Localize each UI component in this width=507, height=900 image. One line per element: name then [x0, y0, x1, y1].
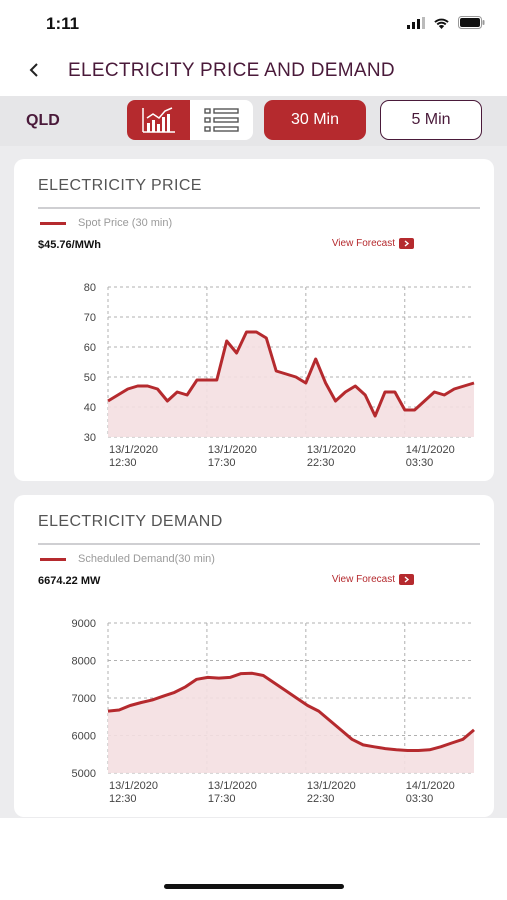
chevron-right-icon: [399, 238, 414, 249]
x-tick-label: 14/1/2020: [406, 780, 455, 792]
y-tick-label: 8000: [72, 656, 96, 668]
y-tick-label: 5000: [72, 768, 96, 780]
x-tick-label: 03:30: [406, 793, 434, 805]
content-area: ELECTRICITY PRICE Spot Price (30 min) $4…: [0, 146, 507, 818]
interval-30min-button[interactable]: 30 Min: [264, 100, 366, 140]
price-card-title: ELECTRICITY PRICE: [38, 177, 202, 194]
demand-legend: Scheduled Demand(30 min): [40, 553, 215, 565]
chevron-right-icon: [399, 574, 414, 585]
price-chart: 80706050403013/1/202012:3013/1/202017:30…: [84, 282, 475, 469]
series-area: [108, 332, 474, 437]
demand-card: ELECTRICITY DEMAND Scheduled Demand(30 m…: [14, 495, 494, 817]
y-tick-label: 30: [84, 432, 96, 444]
home-indicator: [164, 884, 344, 889]
back-button[interactable]: [22, 58, 46, 82]
battery-icon: [458, 16, 485, 34]
series-line: [107, 671, 475, 752]
x-tick-label: 03:30: [406, 457, 434, 469]
legend-swatch: [40, 557, 66, 561]
y-tick-label: 6000: [72, 731, 96, 743]
x-tick-label: 13/1/2020: [307, 444, 356, 456]
x-tick-label: 17:30: [208, 457, 236, 469]
status-icons: [407, 16, 485, 34]
y-tick-label: 50: [84, 372, 96, 384]
page-title: ELECTRICITY PRICE AND DEMAND: [68, 60, 395, 81]
x-tick-label: 22:30: [307, 793, 335, 805]
divider: [38, 207, 480, 209]
bar-chart-icon: [141, 107, 175, 133]
y-tick-label: 70: [84, 312, 96, 324]
wifi-icon: [433, 16, 450, 34]
cellular-signal-icon: [407, 16, 425, 34]
divider: [38, 543, 480, 545]
x-tick-label: 12:30: [109, 457, 137, 469]
demand-card-title: ELECTRICITY DEMAND: [38, 513, 223, 530]
nav-bar: ELECTRICITY PRICE AND DEMAND: [0, 48, 507, 94]
x-tick-label: 14/1/2020: [406, 444, 455, 456]
list-icon: [203, 108, 239, 132]
x-tick-label: 13/1/2020: [109, 780, 158, 792]
y-tick-label: 80: [84, 282, 96, 294]
price-view-forecast-link[interactable]: View Forecast: [332, 238, 414, 249]
x-tick-label: 13/1/2020: [109, 444, 158, 456]
list-view-button[interactable]: [190, 100, 253, 140]
view-forecast-label: View Forecast: [331, 574, 395, 585]
view-mode-toggle: [127, 100, 253, 140]
y-tick-label: 60: [84, 342, 96, 354]
legend-label: Scheduled Demand(30 min): [78, 553, 215, 565]
y-tick-label: 40: [84, 402, 96, 414]
series-line: [107, 330, 475, 418]
region-label[interactable]: QLD: [26, 112, 60, 129]
y-tick-label: 9000: [72, 618, 96, 630]
price-card: ELECTRICITY PRICE Spot Price (30 min) $4…: [14, 159, 494, 481]
toolbar: QLD 30 Min 5 Min: [0, 96, 507, 146]
chart-view-button[interactable]: [127, 100, 190, 140]
price-legend: Spot Price (30 min): [40, 217, 172, 229]
current-demand-value: 6674.22 MW: [38, 575, 101, 587]
x-tick-label: 13/1/2020: [208, 444, 257, 456]
interval-5min-button[interactable]: 5 Min: [380, 100, 482, 140]
x-tick-label: 17:30: [208, 793, 236, 805]
status-bar: 1:11: [0, 0, 507, 48]
x-tick-label: 13/1/2020: [208, 780, 257, 792]
series-area: [108, 673, 474, 773]
legend-swatch: [40, 221, 66, 225]
x-tick-label: 22:30: [307, 457, 335, 469]
demand-chart: 9000800070006000500013/1/202012:3013/1/2…: [72, 618, 475, 805]
legend-label: Spot Price (30 min): [78, 217, 173, 229]
demand-view-forecast-link[interactable]: View Forecast: [332, 574, 414, 585]
chevron-left-icon: [29, 63, 38, 77]
view-forecast-label: View Forecast: [331, 238, 395, 249]
status-time: 1:11: [46, 14, 80, 33]
y-tick-label: 7000: [72, 693, 96, 705]
x-tick-label: 13/1/2020: [307, 780, 356, 792]
x-tick-label: 12:30: [109, 793, 137, 805]
current-price-value: $45.76/MWh: [38, 239, 101, 251]
